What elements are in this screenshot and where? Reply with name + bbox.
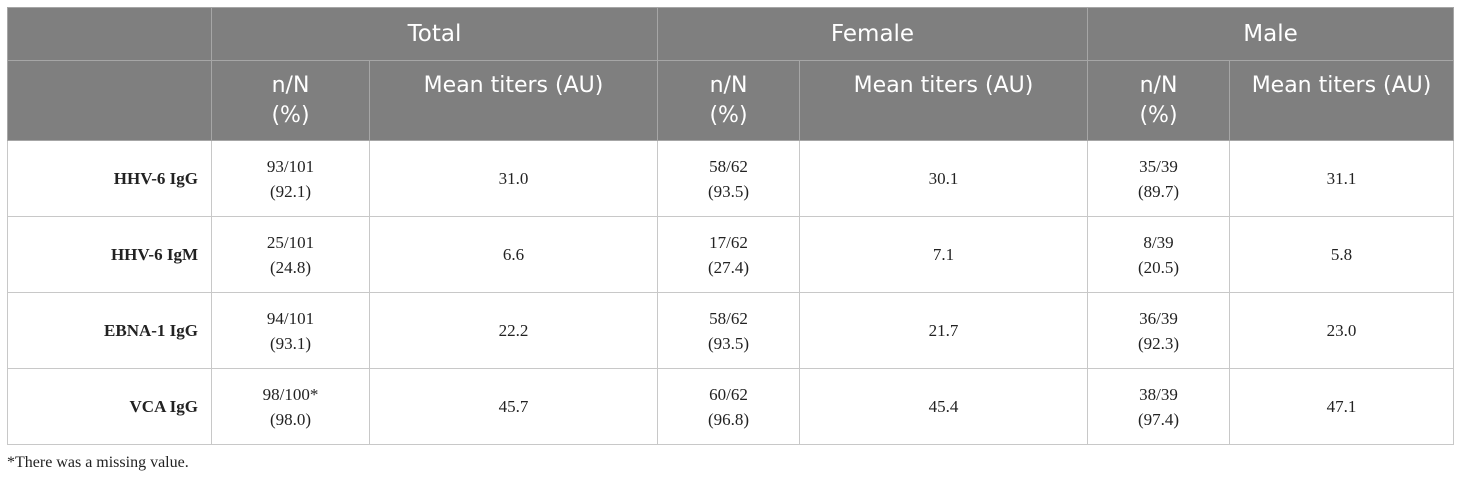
subheader-percent-label: (%) <box>709 103 748 128</box>
cell-mean-male: 5.8 <box>1229 216 1455 293</box>
header-corner-cell <box>7 7 212 61</box>
cell-percent: (93.5) <box>707 333 750 353</box>
cell-count-total: 94/101 (93.1) <box>211 292 370 369</box>
cell-count: 17/62 <box>709 232 748 252</box>
cell-count: 25/101 <box>266 232 315 252</box>
data-table-container: Total Female Male n/N (%) Mean titers (A… <box>7 7 1455 445</box>
cell-count-male: 36/39 (92.3) <box>1087 292 1231 369</box>
cell-mean-male: 23.0 <box>1229 292 1455 369</box>
cell-count-male: 8/39 (20.5) <box>1087 216 1231 293</box>
subheader-count-label: n/N <box>271 73 310 98</box>
cell-percent: (96.8) <box>707 409 750 429</box>
data-table: Total Female Male n/N (%) Mean titers (A… <box>7 7 1455 445</box>
cell-percent: (93.5) <box>707 181 750 201</box>
cell-mean-female: 30.1 <box>798 140 1089 217</box>
table-row: EBNA-1 IgG 94/101 (93.1) 22.2 58/62 (93.5)… <box>7 292 1455 369</box>
cell-percent: (20.5) <box>1137 257 1180 277</box>
cell-count-female: 58/62 (93.5) <box>657 292 800 369</box>
cell-percent: (98.0) <box>269 409 312 429</box>
cell-count: 94/101 <box>266 308 315 328</box>
subheader-mean-male: Mean titers (AU) <box>1229 60 1455 141</box>
cell-count-female: 17/62 (27.4) <box>657 216 800 293</box>
cell-mean-total: 22.2 <box>369 292 658 369</box>
cell-mean-female: 7.1 <box>798 216 1089 293</box>
cell-count: 38/39 <box>1139 384 1178 404</box>
cell-count: 58/62 <box>709 308 748 328</box>
table-footnote: *There was a missing value. <box>7 454 189 471</box>
header-sub-row: n/N (%) Mean titers (AU) n/N (%) Mean ti… <box>7 60 1455 141</box>
subheader-percent-label: (%) <box>271 103 310 128</box>
subheader-count-total: n/N (%) <box>211 60 370 141</box>
cell-mean-male: 47.1 <box>1229 368 1455 445</box>
cell-percent: (89.7) <box>1137 181 1180 201</box>
cell-mean-female: 45.4 <box>798 368 1089 445</box>
group-header-total: Total <box>211 7 658 61</box>
cell-count-total: 98/100* (98.0) <box>211 368 370 445</box>
cell-mean-female: 21.7 <box>798 292 1089 369</box>
group-header-male: Male <box>1087 7 1455 61</box>
table-body: HHV-6 IgG 93/101 (92.1) 31.0 58/62 (93.5) … <box>7 140 1455 445</box>
row-label: HHV-6 IgG <box>7 140 212 217</box>
cell-percent: (93.1) <box>269 333 312 353</box>
header-group-row: Total Female Male <box>7 7 1455 61</box>
cell-percent: (27.4) <box>707 257 750 277</box>
cell-count-male: 35/39 (89.7) <box>1087 140 1231 217</box>
subheader-mean-total: Mean titers (AU) <box>369 60 658 141</box>
table-row: VCA IgG 98/100* (98.0) 45.7 60/62 (96.8) 4… <box>7 368 1455 445</box>
subheader-mean-female: Mean titers (AU) <box>798 60 1089 141</box>
row-label: EBNA-1 IgG <box>7 292 212 369</box>
cell-percent: (92.3) <box>1137 333 1180 353</box>
cell-percent: (24.8) <box>269 257 312 277</box>
cell-count-male: 38/39 (97.4) <box>1087 368 1231 445</box>
cell-mean-male: 31.1 <box>1229 140 1455 217</box>
group-header-female: Female <box>656 7 1089 61</box>
subheader-count-label: n/N <box>709 73 748 98</box>
cell-mean-total: 45.7 <box>369 368 658 445</box>
cell-mean-total: 6.6 <box>369 216 658 293</box>
cell-percent: (92.1) <box>269 181 312 201</box>
cell-count-total: 93/101 (92.1) <box>211 140 370 217</box>
cell-count: 36/39 <box>1139 308 1178 328</box>
cell-mean-total: 31.0 <box>369 140 658 217</box>
row-label: HHV-6 IgM <box>7 216 212 293</box>
header-corner-cell-sub <box>7 60 212 141</box>
cell-count: 35/39 <box>1139 156 1178 176</box>
row-label: VCA IgG <box>7 368 212 445</box>
table-row: HHV-6 IgG 93/101 (92.1) 31.0 58/62 (93.5) … <box>7 140 1455 217</box>
cell-count-female: 60/62 (96.8) <box>657 368 800 445</box>
cell-count: 58/62 <box>709 156 748 176</box>
cell-count: 60/62 <box>709 384 748 404</box>
cell-count-female: 58/62 (93.5) <box>657 140 800 217</box>
cell-count: 8/39 <box>1143 232 1174 252</box>
table-row: HHV-6 IgM 25/101 (24.8) 6.6 17/62 (27.4) 7… <box>7 216 1455 293</box>
cell-count: 98/100* <box>262 384 319 404</box>
subheader-count-label: n/N <box>1139 73 1178 98</box>
subheader-percent-label: (%) <box>1139 103 1178 128</box>
table-header: Total Female Male n/N (%) Mean titers (A… <box>7 7 1455 141</box>
cell-percent: (97.4) <box>1137 409 1180 429</box>
subheader-count-male: n/N (%) <box>1087 60 1231 141</box>
cell-count-total: 25/101 (24.8) <box>211 216 370 293</box>
subheader-count-female: n/N (%) <box>657 60 800 141</box>
cell-count: 93/101 <box>266 156 315 176</box>
